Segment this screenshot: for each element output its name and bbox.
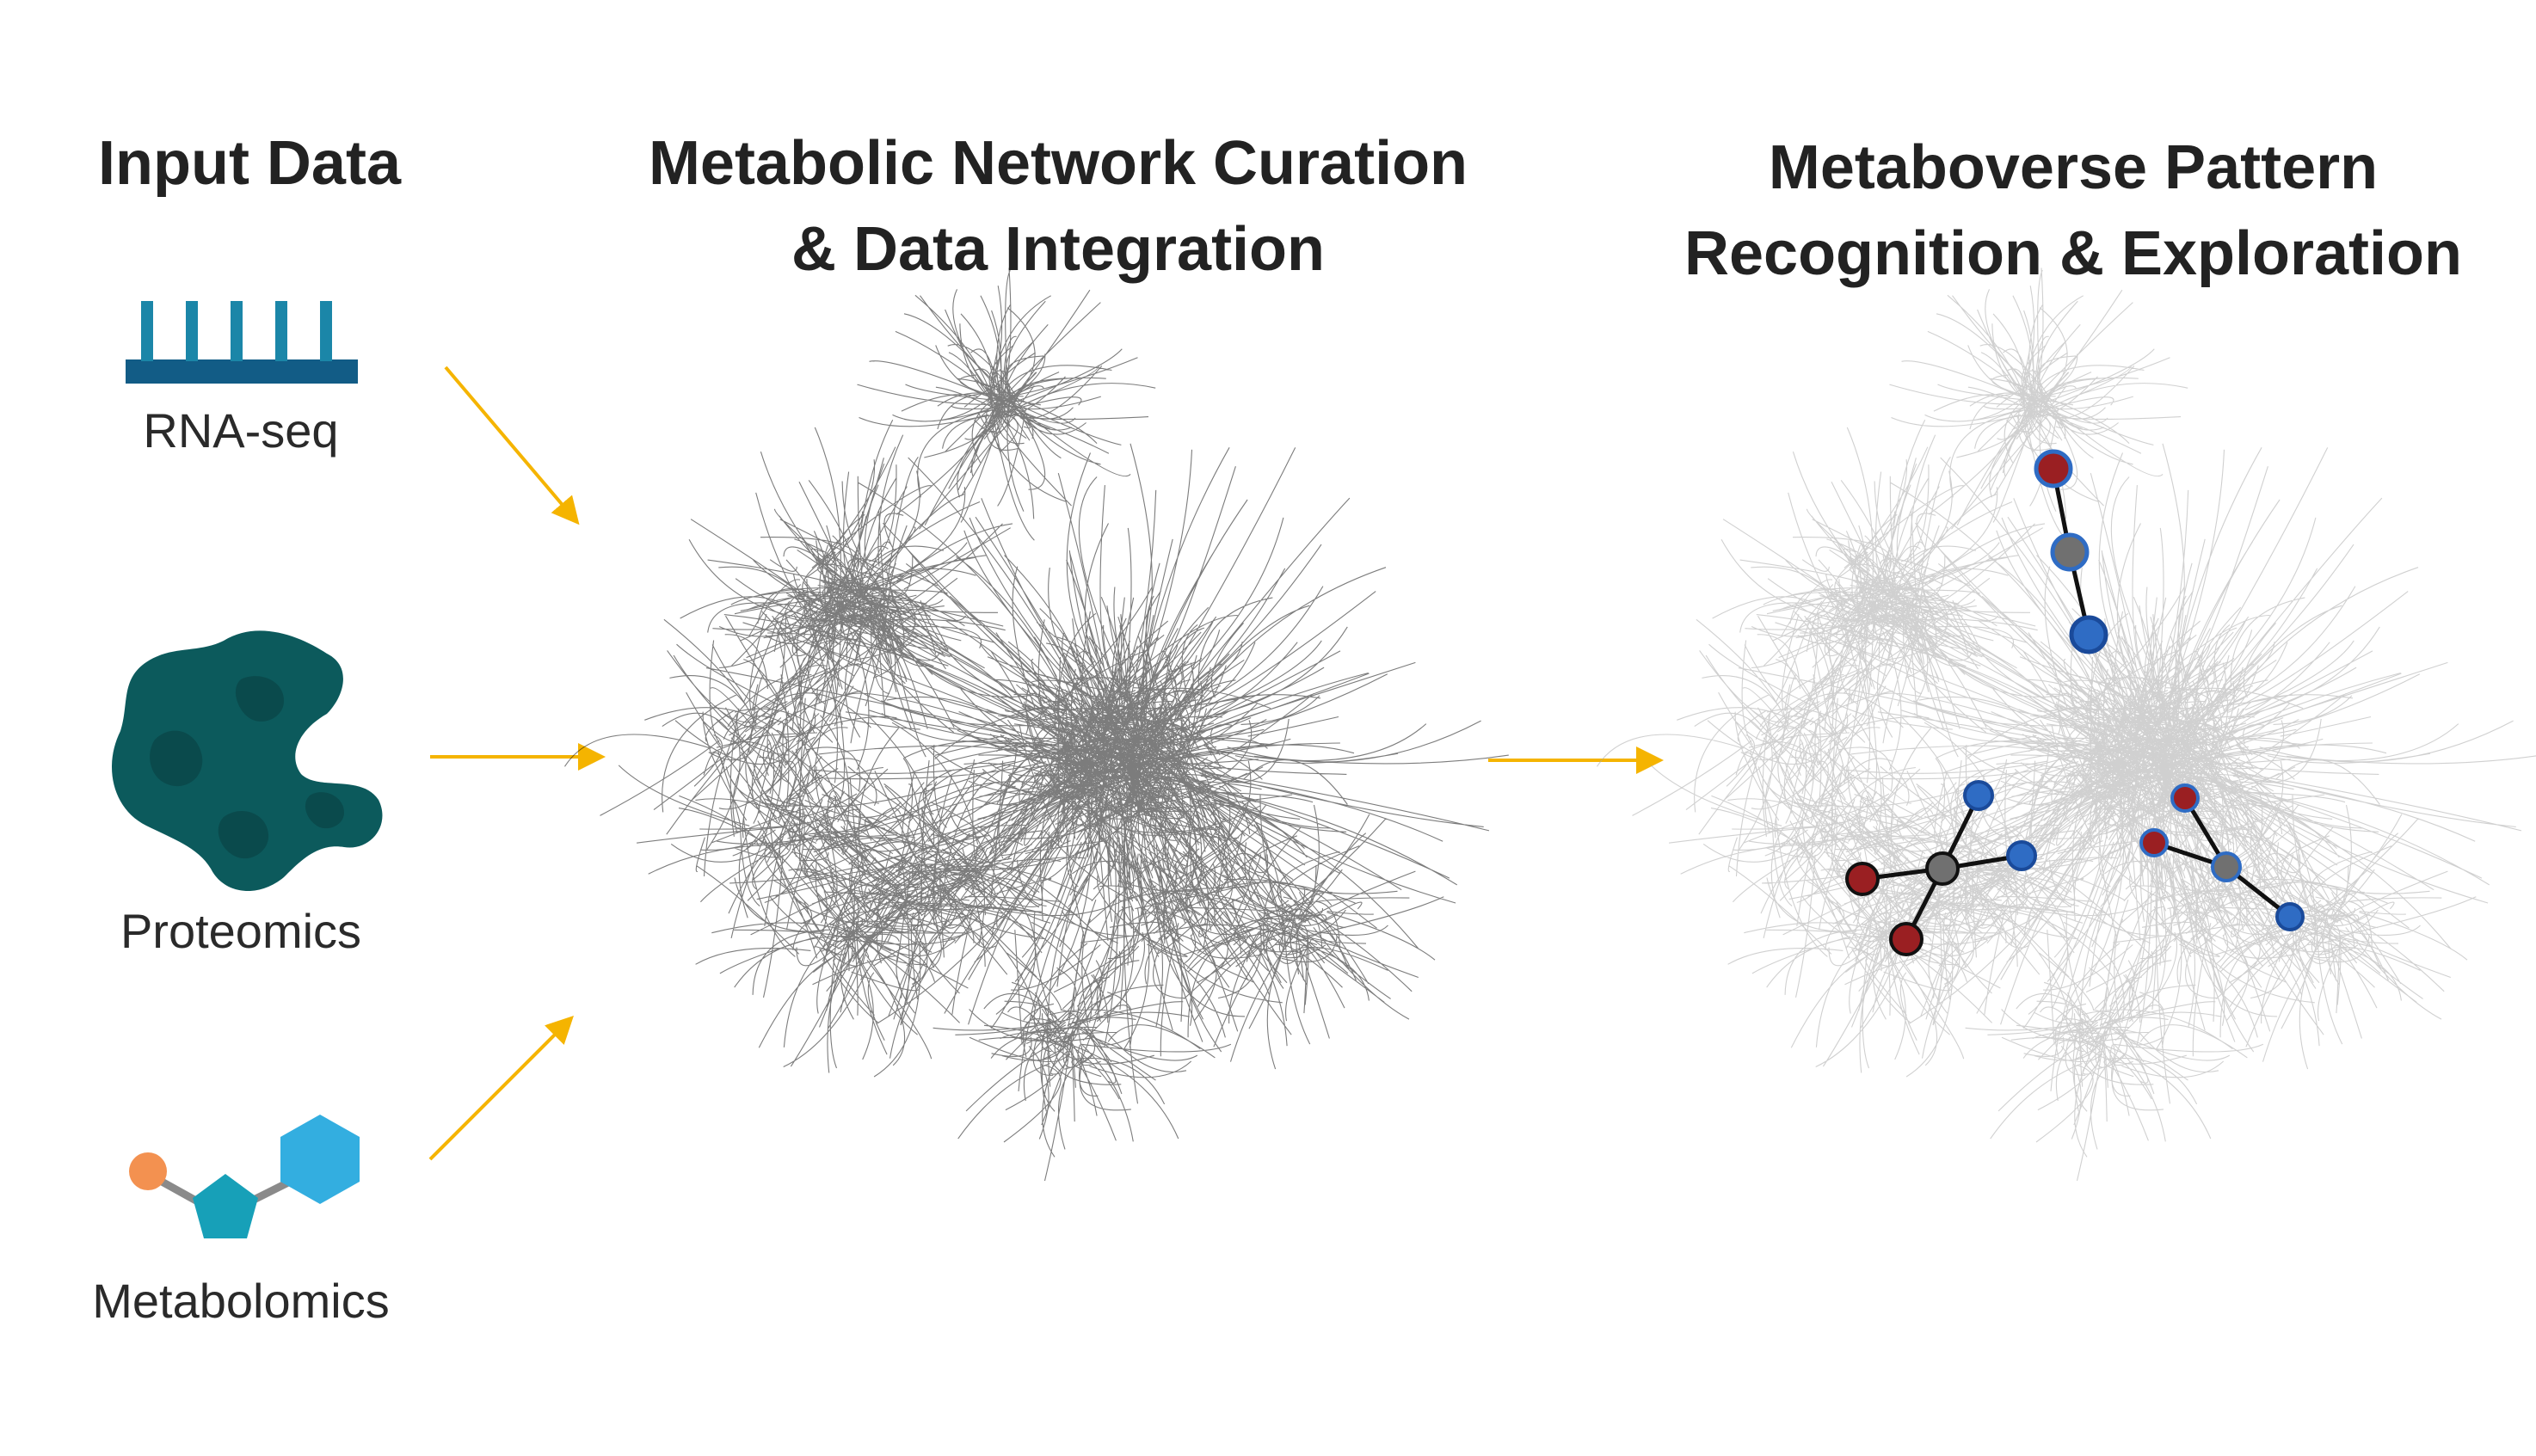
metabolomics-label: Metabolomics [92, 1274, 390, 1328]
protein-icon [112, 630, 383, 892]
motif-right [2139, 783, 2305, 931]
node-red [2170, 783, 2200, 813]
network-edges [564, 267, 1509, 1182]
input-data-heading: Input Data [98, 129, 401, 198]
pattern-heading: Metaboverse Pattern Recognition & Explora… [1683, 133, 2462, 288]
rna-seq-label: RNA-seq [143, 403, 339, 458]
metabolic-network-dark [564, 267, 1509, 1182]
arrow-rnaseq [444, 366, 580, 525]
network-edges [1597, 267, 2536, 1182]
proteomics-label: Proteomics [120, 904, 362, 958]
input-arrows [428, 366, 1664, 1161]
node-grey [2211, 851, 2242, 882]
node-blue [2275, 902, 2305, 931]
node-blue [2006, 840, 2037, 871]
node-grey [1925, 851, 1960, 886]
node-red [2139, 828, 2169, 857]
arrow-metabolomics [428, 1016, 574, 1161]
curation-heading: Metabolic Network Curation & Data Integra… [648, 129, 1468, 284]
node-red [1845, 862, 1880, 896]
node-red [2034, 449, 2073, 488]
motif-left [1845, 780, 2037, 956]
node-blue [2069, 615, 2108, 654]
rna-seq-icon [126, 301, 358, 384]
node-red [1889, 922, 1924, 956]
node-grey [2050, 532, 2090, 572]
metabolic-network-grey [1597, 267, 2536, 1182]
node-blue [1963, 780, 1994, 811]
pattern-motifs [1845, 449, 2305, 956]
motif-top [2034, 449, 2108, 654]
molecule-icon [129, 1115, 360, 1238]
